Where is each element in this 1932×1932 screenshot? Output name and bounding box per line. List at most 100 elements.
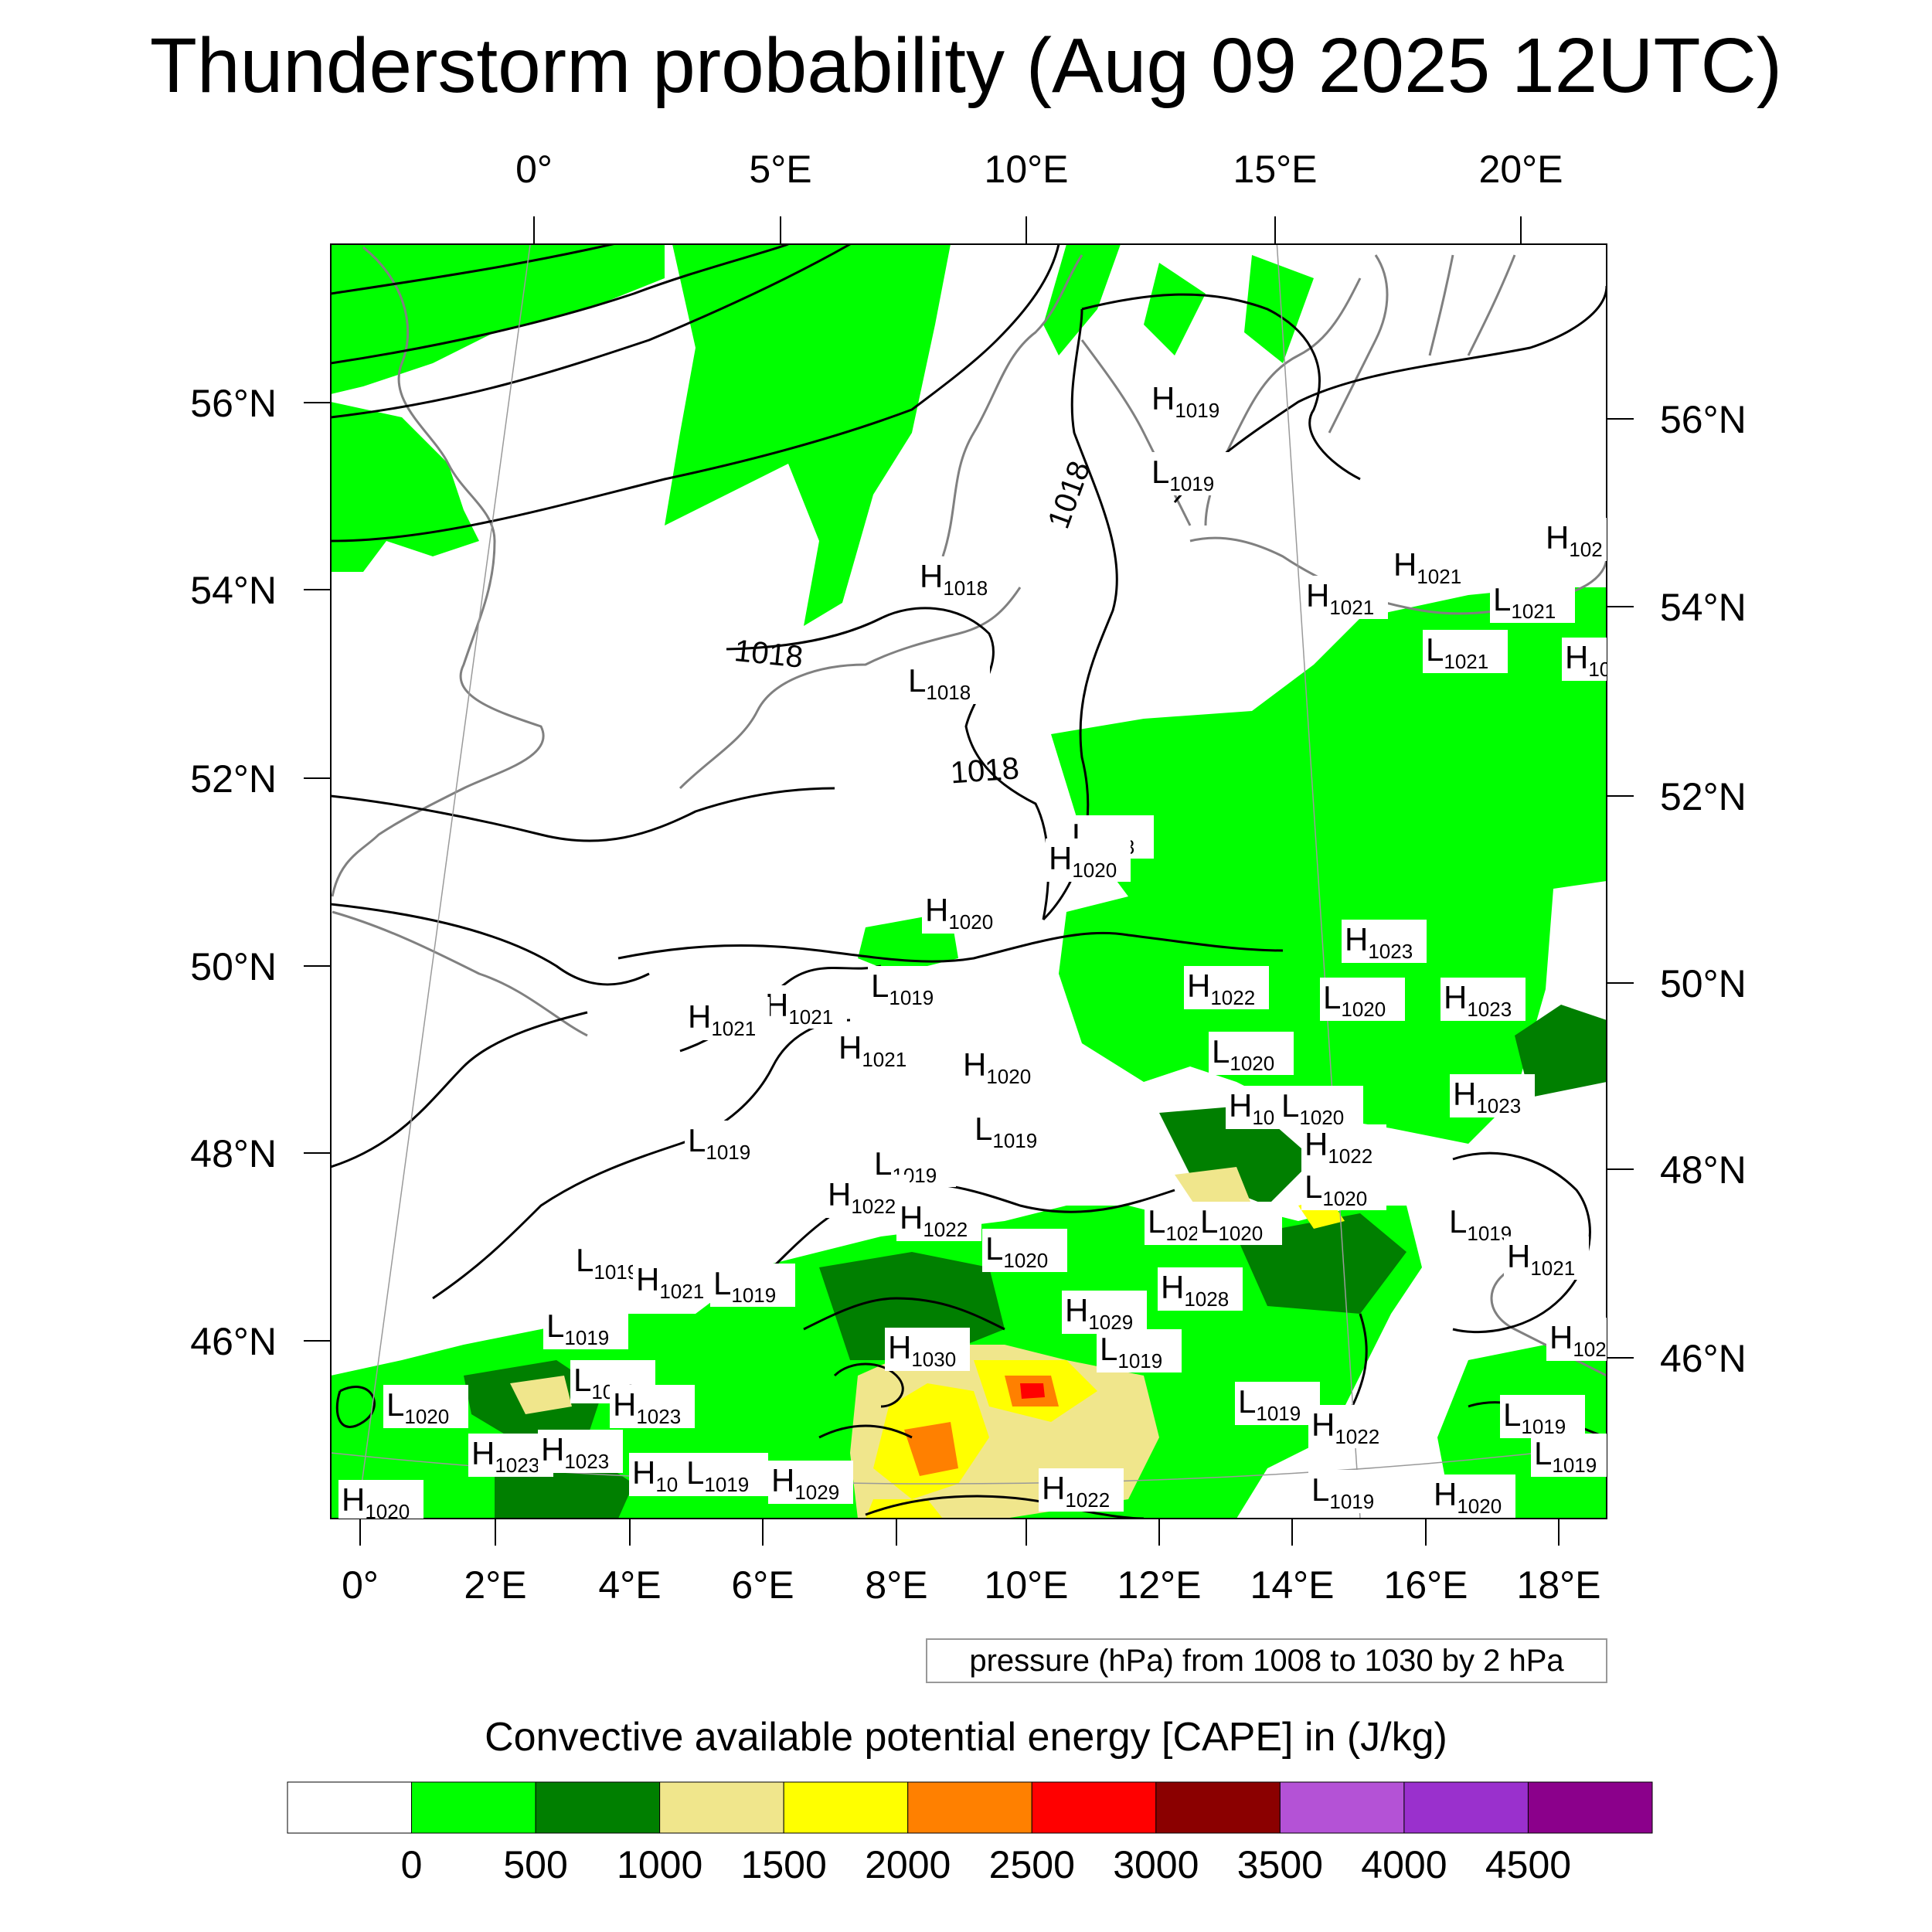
center-label-background	[825, 1175, 910, 1218]
center-label: L1020	[1212, 1033, 1274, 1075]
colorbar: 0 500 1000 1500 2000 2500 3000 3500 4000 4500	[287, 1781, 1653, 1886]
center-label: H1023	[1453, 1076, 1521, 1117]
isobar	[771, 1182, 1175, 1269]
top-lon-label: 0°	[515, 148, 553, 191]
center-label: H1023	[1444, 979, 1512, 1021]
center-label-background	[1148, 379, 1233, 422]
center-label-background	[922, 890, 1007, 934]
pressure-centers: H1019L1019H1018L1018H1021H1021L1021L1021…	[338, 379, 1611, 1519]
isobar	[331, 903, 650, 986]
bottom-lon-label: 16°E	[1384, 1563, 1468, 1607]
high-pressure-center: H1022	[1308, 1405, 1393, 1448]
low-pressure-center: L1019	[1531, 1434, 1607, 1477]
coastline	[332, 910, 588, 1037]
high-pressure-center: H1021	[762, 985, 847, 1029]
colorbar-tick-label: 3500	[1237, 1843, 1323, 1886]
isobar	[818, 1424, 913, 1439]
high-pressure-center: H10	[1226, 1086, 1283, 1129]
high-pressure-center: H1020	[1430, 1475, 1515, 1518]
coastline	[1428, 254, 1454, 356]
high-pressure-center: H1018	[917, 556, 1002, 600]
colorbar-swatch	[1527, 1781, 1653, 1834]
center-label-background	[1342, 920, 1427, 963]
low-pressure-center: L1021	[1423, 630, 1508, 673]
low-pressure-center: L1020	[982, 1229, 1067, 1272]
colorbar-tick-label: 4500	[1485, 1843, 1571, 1886]
cape-region-green	[1043, 244, 1121, 355]
high-pressure-center: H1020	[960, 1045, 1045, 1088]
center-label-background	[1430, 1475, 1515, 1518]
isobar	[331, 244, 1060, 543]
center-label-background	[917, 556, 1002, 600]
center-label-background	[710, 1264, 795, 1307]
isobar	[331, 1011, 588, 1168]
left-lat-label: 46°N	[190, 1320, 277, 1363]
center-label: H1028	[1161, 1269, 1229, 1311]
center-label-background	[1235, 1382, 1320, 1425]
low-pressure-center: L1019	[710, 1264, 795, 1307]
pressure-note: pressure (hPa) from 1008 to 1030 by 2 hP…	[926, 1638, 1607, 1683]
isobar	[1452, 1151, 1591, 1334]
center-label: H1020	[963, 1046, 1031, 1088]
right-lat-label: 52°N	[1660, 775, 1747, 818]
center-label-background	[1320, 978, 1405, 1021]
high-pressure-center: H1020	[338, 1480, 423, 1519]
center-label: L1020	[386, 1386, 449, 1428]
center-label-background	[982, 1229, 1067, 1272]
center-label-background	[1450, 1074, 1535, 1117]
center-label-background	[1440, 978, 1526, 1021]
high-pressure-center: H10	[629, 1453, 686, 1496]
bottom-lon-label: 10°E	[985, 1563, 1069, 1607]
left-lat-label: 52°N	[190, 757, 277, 801]
center-label: H1020	[1049, 840, 1117, 882]
high-pressure-center: H1028	[1158, 1267, 1243, 1311]
center-label-background	[1562, 638, 1607, 681]
center-label: L1019	[576, 1242, 638, 1284]
isobar-label: 1018	[1042, 457, 1097, 533]
center-label: L1019	[1100, 1331, 1162, 1372]
low-pressure-center: L1019	[868, 966, 953, 1009]
high-pressure-center: H1021	[835, 1028, 920, 1071]
colorbar-tick-label: 3000	[1113, 1843, 1199, 1886]
high-pressure-center: H1029	[1062, 1291, 1147, 1334]
center-label: H1022	[1042, 1470, 1110, 1512]
center-label: H1020	[925, 892, 993, 934]
center-label-background	[885, 1328, 970, 1371]
center-label: H10	[1229, 1087, 1274, 1129]
center-label-background	[1504, 1236, 1589, 1280]
high-pressure-center: H1023	[1440, 978, 1526, 1021]
top-lon-label: 10°E	[985, 148, 1069, 191]
center-label: L1019	[686, 1454, 749, 1496]
colorbar-swatch	[1031, 1781, 1157, 1834]
high-pressure-center: H1030	[885, 1328, 970, 1371]
chart-title: Thunderstorm probability (Aug 09 2025 12…	[149, 22, 1783, 109]
center-label: L1019	[713, 1265, 776, 1307]
center-label-background	[1209, 1032, 1294, 1075]
low-pressure-center: L1019	[971, 1109, 1056, 1152]
center-label: L1021	[1493, 581, 1556, 623]
high-pressure-center: H1020	[1046, 838, 1131, 882]
center-label-background	[768, 1461, 853, 1504]
isobar	[331, 244, 851, 419]
center-label: L1019	[871, 968, 934, 1009]
center-label-background	[762, 985, 847, 1029]
high-pressure-center: H10	[1562, 638, 1611, 681]
colorbar-tick-label: 2000	[865, 1843, 951, 1886]
colorbar-tick-label: 2500	[989, 1843, 1075, 1886]
colorbar-swatch	[1403, 1781, 1529, 1834]
high-pressure-center: H1023	[538, 1430, 623, 1473]
center-label-background	[971, 1109, 1056, 1152]
center-label: H1023	[1345, 921, 1413, 963]
center-label-background	[960, 1045, 1045, 1088]
high-pressure-center: H1020	[922, 890, 1007, 934]
cape-region-green	[1244, 255, 1314, 363]
bottom-lon-label: 4°E	[598, 1563, 661, 1607]
right-lat-label: 46°N	[1660, 1337, 1747, 1380]
center-label-background	[1301, 1167, 1386, 1210]
center-label: L1019	[1534, 1435, 1597, 1477]
center-label: L1019	[1238, 1383, 1301, 1425]
tick-marks	[304, 216, 1634, 1546]
center-label-background	[868, 966, 953, 1009]
center-label: H10	[1565, 639, 1611, 681]
isobar	[432, 1019, 851, 1300]
